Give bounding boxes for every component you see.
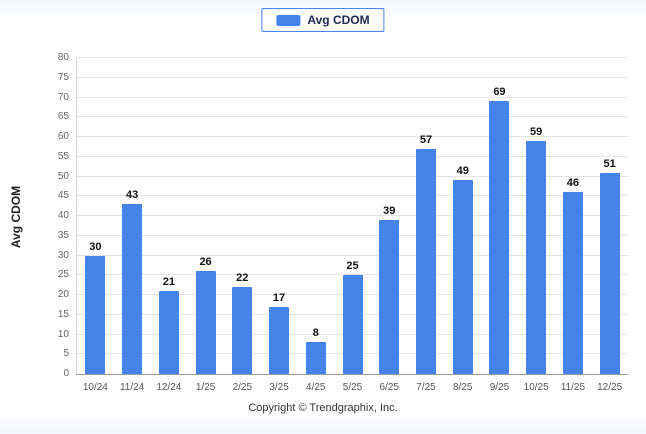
bar-value-label: 8: [312, 327, 319, 340]
bar-slot: 26 1/25: [187, 58, 224, 393]
bar: [158, 291, 179, 374]
x-tick-label: 11/24: [119, 382, 145, 393]
gridline: [77, 195, 628, 197]
bar-value-label: 26: [199, 256, 212, 269]
gridline: [77, 116, 628, 118]
y-tick-label: 10: [57, 328, 69, 340]
gridline: [77, 155, 628, 157]
y-tick-label: 65: [57, 111, 69, 123]
bar: [599, 172, 620, 374]
bar: [195, 271, 216, 374]
bar-slot: 43 11/24: [114, 58, 151, 393]
bar: [526, 140, 547, 374]
bar-value-label: 22: [236, 272, 249, 285]
y-tick-label: 50: [57, 170, 69, 182]
bar-value-label: 25: [346, 260, 359, 273]
x-tick-label: 12/24: [156, 382, 182, 393]
bar-value-label: 39: [383, 204, 396, 217]
x-tick-label: 8/25: [452, 382, 473, 393]
bar-value-label: 51: [603, 157, 616, 170]
y-tick-label: 60: [57, 131, 69, 142]
bar-slot: 69 9/25: [481, 58, 518, 393]
bar: [489, 101, 510, 374]
bar-value-label: 46: [566, 177, 580, 190]
y-tick-label: 45: [57, 190, 69, 202]
y-tick-label: 0: [63, 368, 69, 379]
bar: [452, 180, 473, 374]
bar-value-label: 69: [493, 86, 506, 99]
bar-slot: 25 5/25: [334, 58, 371, 393]
bar-slot: 8 4/25: [297, 58, 334, 393]
x-tick-label: 6/25: [379, 382, 399, 393]
gridline: [77, 175, 628, 177]
legend-swatch-avg-cdom: [276, 14, 301, 26]
y-tick-label: 55: [57, 150, 69, 162]
x-tick-label: 1/25: [195, 382, 216, 393]
bar-value-label: 30: [89, 240, 102, 253]
copyright-text: Copyright © Trendgraphix, Inc.: [248, 402, 398, 414]
bar-slot: 46 11/25: [555, 58, 592, 393]
bar-slot: 22 2/25: [224, 58, 261, 393]
bar-slot: 49 8/25: [444, 58, 481, 393]
bar: [122, 204, 143, 374]
bar: [305, 342, 326, 374]
x-tick-label: 7/25: [416, 382, 436, 393]
bar-slot: 30 10/24: [77, 58, 114, 394]
bar-slot: 51 12/25: [591, 58, 628, 393]
bar-value-label: 59: [530, 125, 543, 138]
bar-slot: 39 6/25: [371, 58, 408, 393]
gridline: [77, 274, 628, 276]
bar: [562, 192, 583, 374]
x-tick-label: 5/25: [342, 382, 363, 393]
bar-value-label: 43: [125, 189, 139, 202]
plot-area: 0 5 10 15 20 25 30 35 40 45 50 55 60 65 70 75 80 30 10/24…: [58, 53, 628, 394]
y-tick-label: 25: [57, 269, 69, 281]
x-tick-label: 9/25: [489, 382, 510, 393]
x-tick-label: 4/25: [306, 382, 326, 393]
bar: [232, 287, 253, 374]
y-tick-label: 70: [57, 91, 69, 103]
x-tick-label: 11/25: [560, 382, 586, 393]
y-tick-label: 75: [57, 71, 69, 83]
gridline: [77, 234, 628, 236]
gridline: [77, 96, 628, 98]
y-tick-label: 40: [57, 210, 69, 221]
bar-slot: 57 7/25: [408, 58, 445, 393]
y-tick-label: 15: [57, 308, 69, 320]
bar-value-label: 17: [272, 291, 286, 304]
legend: Avg CDOM: [261, 8, 385, 32]
legend-label-avg-cdom: Avg CDOM: [307, 13, 370, 27]
bars-layer: 30 10/24 43 11/24 21 12/24 26 1/25 22 2/25 17 3/25 8…: [77, 58, 628, 394]
bar-slot: 21 12/24: [150, 58, 187, 393]
y-axis-title: Avg CDOM: [9, 185, 23, 249]
x-tick-label: 3/25: [269, 382, 289, 393]
bar-value-label: 21: [162, 276, 175, 289]
y-tick-label: 30: [57, 249, 69, 261]
bar-value-label: 49: [456, 165, 469, 178]
bar-slot: 17 3/25: [261, 58, 298, 393]
x-tick-label: 10/25: [523, 382, 549, 393]
bar: [415, 148, 436, 374]
gridline: [77, 57, 628, 58]
y-tick-label: 35: [57, 229, 69, 241]
y-tick-label: 80: [57, 52, 69, 63]
bar-value-label: 57: [419, 133, 433, 146]
bar: [85, 255, 106, 374]
bar: [379, 219, 400, 374]
bar: [342, 275, 363, 374]
gridline: [77, 254, 628, 256]
bar-slot: 59 10/25: [518, 58, 555, 393]
gridline: [77, 76, 628, 78]
x-tick-label: 2/25: [232, 382, 253, 393]
x-tick-label: 12/25: [597, 382, 623, 393]
y-tick-label: 20: [57, 289, 69, 300]
gridline: [77, 136, 628, 137]
y-tick-label: 5: [63, 348, 69, 360]
gridline: [77, 215, 628, 216]
x-tick-label: 10/24: [82, 382, 108, 393]
bar: [269, 306, 290, 374]
